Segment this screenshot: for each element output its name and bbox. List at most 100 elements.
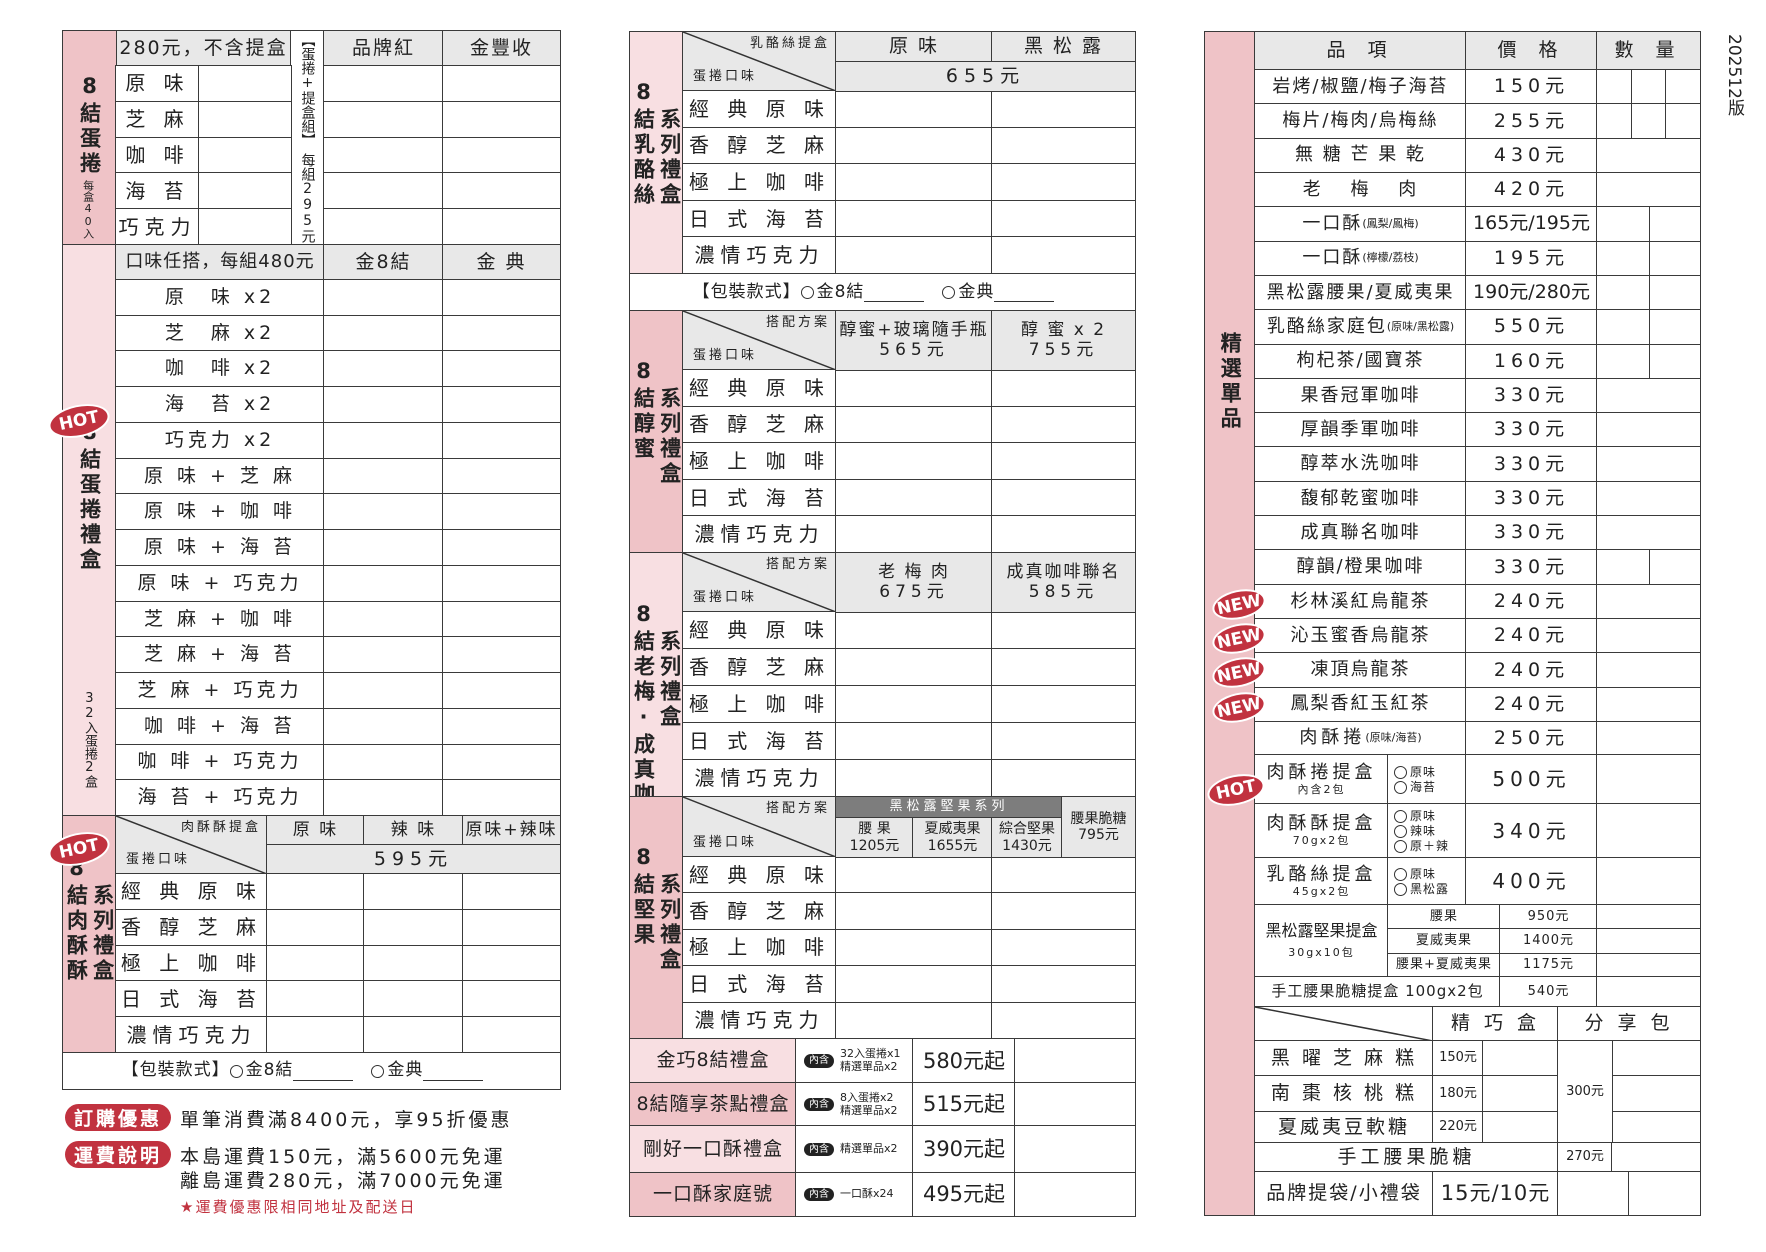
quantity-cell[interactable] bbox=[1596, 976, 1701, 1008]
quantity-cell[interactable] bbox=[442, 208, 561, 246]
quantity-cell[interactable] bbox=[1611, 1111, 1701, 1144]
quantity-cell[interactable] bbox=[1596, 754, 1701, 805]
quantity-cell[interactable] bbox=[1596, 343, 1651, 380]
quantity-cell[interactable] bbox=[991, 928, 1136, 968]
quantity-cell[interactable] bbox=[1596, 309, 1651, 346]
quantity-cell[interactable] bbox=[835, 515, 993, 554]
quantity-cell[interactable] bbox=[198, 100, 292, 139]
quantity-cell[interactable] bbox=[991, 965, 1136, 1004]
quantity-cell[interactable] bbox=[1482, 1075, 1559, 1113]
quantity-cell[interactable] bbox=[991, 611, 1136, 650]
quantity-cell[interactable] bbox=[1596, 686, 1701, 723]
quantity-cell[interactable] bbox=[442, 279, 561, 317]
quantity-cell[interactable] bbox=[442, 100, 561, 139]
quantity-cell[interactable] bbox=[991, 236, 1136, 275]
quantity-cell[interactable] bbox=[323, 672, 444, 710]
option-row[interactable]: 原味 bbox=[1394, 765, 1436, 780]
quantity-cell[interactable] bbox=[1649, 240, 1701, 277]
quantity-cell[interactable] bbox=[323, 65, 444, 103]
quantity-cell[interactable] bbox=[991, 405, 1136, 445]
quantity-cell[interactable] bbox=[1482, 1040, 1559, 1077]
quantity-cell[interactable] bbox=[991, 163, 1136, 202]
quantity-cell[interactable] bbox=[991, 442, 1136, 481]
quantity-cell[interactable] bbox=[1596, 480, 1701, 518]
quantity-cell[interactable] bbox=[323, 707, 444, 746]
quantity-cell[interactable] bbox=[442, 457, 561, 496]
quantity-cell[interactable] bbox=[462, 980, 561, 1019]
quantity-cell[interactable] bbox=[1665, 103, 1701, 140]
quantity-cell[interactable] bbox=[1596, 803, 1701, 859]
quantity-cell[interactable] bbox=[835, 126, 993, 166]
quantity-cell[interactable] bbox=[323, 314, 444, 353]
quantity-cell[interactable] bbox=[835, 892, 993, 931]
quantity-cell[interactable] bbox=[442, 564, 561, 603]
quantity-cell[interactable] bbox=[835, 1001, 993, 1040]
quantity-cell[interactable] bbox=[323, 564, 444, 603]
quantity-cell[interactable] bbox=[442, 707, 561, 746]
quantity-cell[interactable] bbox=[323, 279, 444, 317]
quantity-cell[interactable] bbox=[1649, 343, 1701, 380]
quantity-cell[interactable] bbox=[991, 1001, 1136, 1040]
quantity-cell[interactable] bbox=[363, 980, 464, 1019]
radio-button[interactable] bbox=[1394, 882, 1407, 896]
option-row[interactable]: 海苔 bbox=[1394, 780, 1436, 795]
quantity-cell[interactable] bbox=[1649, 309, 1701, 346]
quantity-cell[interactable] bbox=[442, 529, 561, 567]
quantity-cell[interactable] bbox=[991, 648, 1136, 687]
quantity-cell[interactable] bbox=[1482, 1111, 1559, 1144]
quantity-cell[interactable] bbox=[442, 172, 561, 211]
quantity-cell[interactable] bbox=[1596, 721, 1701, 756]
quantity-cell[interactable] bbox=[442, 600, 561, 639]
quantity-cell[interactable] bbox=[835, 478, 993, 518]
quantity-cell[interactable] bbox=[442, 493, 561, 532]
quantity-cell[interactable] bbox=[323, 636, 444, 675]
quantity-cell[interactable] bbox=[835, 928, 993, 968]
quantity-cell[interactable] bbox=[462, 944, 561, 983]
quantity-cell[interactable] bbox=[266, 873, 365, 911]
quantity-cell[interactable] bbox=[1596, 446, 1701, 483]
quantity-cell[interactable] bbox=[1631, 103, 1667, 140]
quantity-cell[interactable] bbox=[1596, 857, 1701, 906]
quantity-cell[interactable] bbox=[442, 672, 561, 710]
quantity-cell[interactable] bbox=[323, 386, 444, 424]
quantity-cell[interactable] bbox=[835, 236, 993, 275]
quantity-blank[interactable] bbox=[293, 1062, 354, 1081]
quantity-cell[interactable] bbox=[991, 90, 1136, 129]
quantity-cell[interactable] bbox=[1596, 928, 1701, 955]
quantity-cell[interactable] bbox=[323, 100, 444, 139]
radio-button[interactable] bbox=[1394, 839, 1407, 853]
quantity-cell[interactable] bbox=[266, 980, 365, 1019]
quantity-cell[interactable] bbox=[1596, 953, 1701, 978]
quantity-cell[interactable] bbox=[442, 636, 561, 675]
radio-button[interactable] bbox=[800, 286, 814, 299]
quantity-cell[interactable] bbox=[1014, 1082, 1136, 1127]
quantity-cell[interactable] bbox=[835, 369, 993, 408]
radio-button[interactable] bbox=[229, 1064, 243, 1078]
quantity-cell[interactable] bbox=[323, 136, 444, 175]
quantity-cell[interactable] bbox=[198, 136, 292, 175]
quantity-cell[interactable] bbox=[1596, 240, 1651, 277]
quantity-cell[interactable] bbox=[1649, 274, 1701, 312]
quantity-cell[interactable] bbox=[1596, 652, 1701, 689]
quantity-cell[interactable] bbox=[835, 965, 993, 1004]
radio-button[interactable] bbox=[1394, 867, 1407, 881]
option-row[interactable]: 原味 bbox=[1394, 809, 1436, 824]
quantity-cell[interactable] bbox=[462, 873, 561, 911]
quantity-cell[interactable] bbox=[323, 600, 444, 639]
quantity-cell[interactable] bbox=[198, 172, 292, 211]
quantity-blank[interactable] bbox=[423, 1062, 484, 1081]
quantity-cell[interactable] bbox=[835, 648, 993, 687]
quantity-cell[interactable] bbox=[323, 208, 444, 246]
quantity-cell[interactable] bbox=[1596, 904, 1701, 930]
quantity-blank[interactable] bbox=[864, 283, 925, 302]
quantity-cell[interactable] bbox=[462, 1016, 561, 1054]
quantity-cell[interactable] bbox=[1596, 377, 1701, 415]
quantity-cell[interactable] bbox=[835, 199, 993, 239]
radio-button[interactable] bbox=[1394, 824, 1407, 838]
quantity-cell[interactable] bbox=[363, 1016, 464, 1054]
quantity-cell[interactable] bbox=[1596, 137, 1701, 174]
quantity-cell[interactable] bbox=[1649, 206, 1701, 243]
radio-button[interactable] bbox=[1394, 765, 1407, 779]
quantity-cell[interactable] bbox=[442, 386, 561, 424]
quantity-cell[interactable] bbox=[1665, 68, 1701, 106]
